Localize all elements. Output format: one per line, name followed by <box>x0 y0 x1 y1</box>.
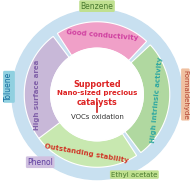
Text: Nano-sized precious: Nano-sized precious <box>57 91 137 96</box>
Text: High surface area: High surface area <box>35 59 41 130</box>
Polygon shape <box>39 122 137 167</box>
Polygon shape <box>125 45 170 153</box>
Text: Toluene: Toluene <box>4 72 13 101</box>
Text: Good conductivity: Good conductivity <box>66 29 139 41</box>
Text: Ethyl acetate: Ethyl acetate <box>111 172 158 178</box>
Text: Formaldehyde: Formaldehyde <box>182 70 188 119</box>
Circle shape <box>51 48 143 141</box>
Text: Benzene: Benzene <box>81 2 113 11</box>
Circle shape <box>12 9 182 180</box>
Polygon shape <box>24 36 69 153</box>
Text: VOCs oxidation: VOCs oxidation <box>71 114 123 120</box>
Text: Phenol: Phenol <box>27 158 53 167</box>
Text: Outstanding stability: Outstanding stability <box>44 143 129 163</box>
Polygon shape <box>57 22 147 61</box>
Text: Supported: Supported <box>73 80 121 89</box>
Text: High intrinsic activity: High intrinsic activity <box>150 57 163 143</box>
Text: catalysts: catalysts <box>77 98 117 107</box>
